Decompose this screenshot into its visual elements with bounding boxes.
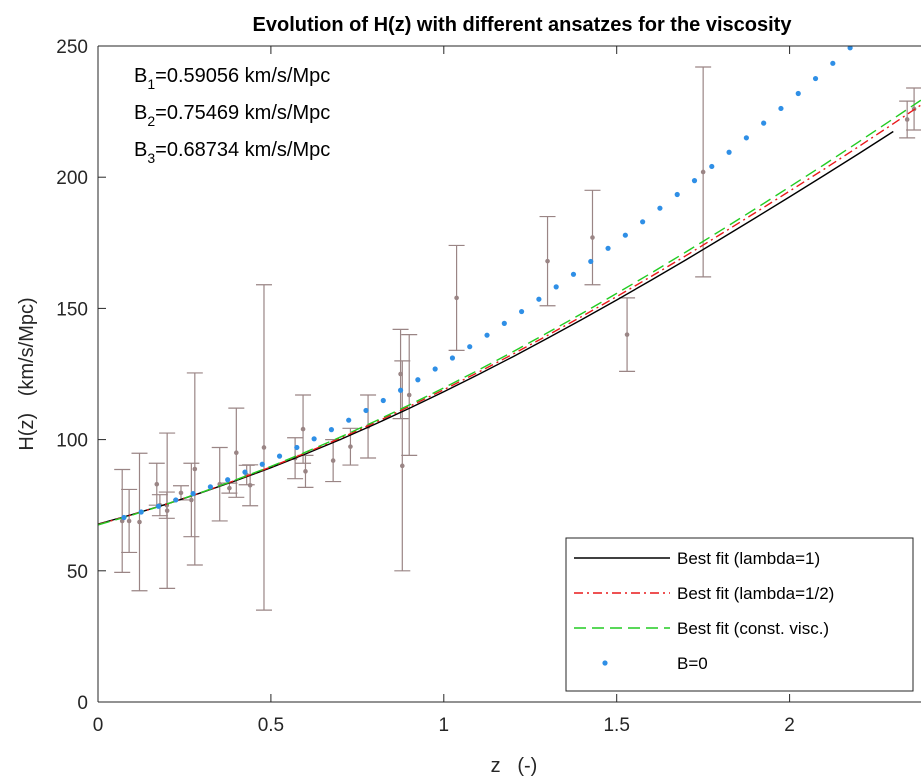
data-point-with-error-bar bbox=[228, 407, 245, 498]
series-point bbox=[847, 46, 853, 51]
series-point bbox=[605, 245, 611, 251]
legend-marker bbox=[602, 660, 608, 666]
series-point bbox=[138, 509, 144, 515]
y-tick-label: 200 bbox=[56, 168, 88, 189]
series-point bbox=[467, 344, 473, 350]
series-point bbox=[121, 514, 127, 521]
y-tick-label: 250 bbox=[56, 37, 88, 58]
data-point-with-error-bar bbox=[186, 372, 203, 566]
series-point bbox=[778, 105, 784, 112]
x-tick-label: 0 bbox=[93, 715, 104, 736]
series-point bbox=[570, 271, 577, 277]
series-point bbox=[674, 191, 680, 198]
series-point bbox=[397, 387, 404, 393]
legend-label: B=0 bbox=[677, 654, 708, 673]
series-point bbox=[726, 149, 732, 155]
annotation-text: B1=0.59056 km/s/Mpc bbox=[134, 65, 330, 92]
legend-label: Best fit (lambda=1/2) bbox=[677, 584, 834, 603]
data-point-with-error-bar bbox=[539, 215, 556, 307]
series-point bbox=[173, 497, 179, 503]
series-point bbox=[484, 332, 490, 338]
x-tick-label: 1 bbox=[439, 715, 450, 736]
data-point-with-error-bar bbox=[295, 394, 312, 464]
data-point-with-error-bar bbox=[392, 328, 409, 420]
series-point bbox=[190, 491, 196, 497]
data-point-with-error-bar bbox=[899, 100, 916, 139]
series-point bbox=[380, 397, 386, 404]
data-point-with-error-bar bbox=[131, 452, 148, 592]
series-point bbox=[761, 120, 767, 126]
series-point bbox=[865, 30, 870, 35]
y-tick-label: 50 bbox=[67, 562, 88, 583]
series-point bbox=[207, 484, 213, 490]
series-point bbox=[795, 90, 801, 97]
legend-entry: Best fit (const. visc.) bbox=[574, 619, 829, 638]
x-axis-label: z (-) bbox=[491, 755, 538, 777]
data-point-with-error-bar bbox=[242, 464, 259, 507]
series-point bbox=[640, 219, 646, 225]
data-point-with-error-bar bbox=[148, 462, 165, 506]
series-point bbox=[899, 0, 904, 3]
series-point bbox=[449, 355, 456, 361]
series-point bbox=[415, 377, 421, 383]
annotations: B1=0.59056 km/s/Mpc B2=0.75469 km/s/Mpc B3… bbox=[134, 65, 330, 166]
chart-title: Evolution of H(z) with different ansatze… bbox=[253, 14, 793, 36]
series-point bbox=[536, 296, 542, 302]
x-tick-label: 2 bbox=[784, 715, 795, 736]
series-point bbox=[622, 232, 628, 238]
series-point bbox=[882, 14, 887, 19]
legend-label: Best fit (lambda=1) bbox=[677, 549, 820, 568]
data-point-with-error-bar bbox=[159, 432, 176, 589]
series-point bbox=[346, 417, 352, 423]
legend-entry: Best fit (lambda=1/2) bbox=[574, 584, 834, 603]
series-point bbox=[830, 60, 836, 66]
legend-label: Best fit (const. visc.) bbox=[677, 619, 829, 638]
series-point bbox=[588, 258, 594, 265]
series-point bbox=[501, 320, 507, 326]
series-point bbox=[691, 178, 698, 184]
x-tick-label: 1.5 bbox=[603, 715, 629, 736]
series-point bbox=[743, 135, 749, 141]
legend-entry: B=0 bbox=[602, 654, 708, 673]
data-point-with-error-bar bbox=[183, 462, 200, 538]
x-tick-label: 0.5 bbox=[258, 715, 284, 736]
data-point-with-error-bar bbox=[121, 488, 138, 554]
legend-box bbox=[565, 537, 914, 692]
legend-entry: Best fit (lambda=1) bbox=[574, 549, 820, 568]
series-point bbox=[363, 407, 369, 414]
legend: Best fit (lambda=1) Best fit (lambda=1/2)… bbox=[565, 537, 914, 692]
data-point-with-error-bar bbox=[394, 360, 411, 572]
y-tick-label: 100 bbox=[56, 431, 88, 452]
data-point-with-error-bar bbox=[255, 284, 272, 611]
annotation-text: B2=0.75469 km/s/Mpc bbox=[134, 102, 330, 129]
tick-labels: 0 0.5 1 1.5 2 0 50 100 150 200 250 bbox=[56, 37, 795, 736]
y-tick-label: 0 bbox=[77, 693, 88, 714]
series-point bbox=[657, 205, 663, 211]
y-axis-label: H(z) (km/s/Mpc) bbox=[16, 297, 38, 450]
series-point bbox=[225, 477, 231, 483]
series-point bbox=[155, 503, 162, 509]
data-point-with-error-bar bbox=[401, 334, 418, 456]
series-point bbox=[311, 436, 317, 442]
data-layer bbox=[98, 0, 921, 611]
data-point-with-error-bar bbox=[584, 189, 601, 286]
series-point bbox=[553, 284, 559, 290]
series-point bbox=[259, 461, 265, 467]
series-point bbox=[328, 427, 335, 433]
series-point bbox=[294, 444, 300, 451]
series-point bbox=[519, 308, 525, 315]
series-line bbox=[98, 99, 921, 526]
series-point bbox=[242, 469, 248, 475]
series-point bbox=[432, 366, 438, 372]
series-point bbox=[709, 163, 715, 170]
annotation-text: B3=0.68734 km/s/Mpc bbox=[134, 139, 330, 166]
y-tick-label: 150 bbox=[56, 299, 88, 320]
series-point bbox=[812, 75, 819, 82]
series-point bbox=[276, 453, 283, 459]
data-point-with-error-bar bbox=[448, 244, 465, 351]
